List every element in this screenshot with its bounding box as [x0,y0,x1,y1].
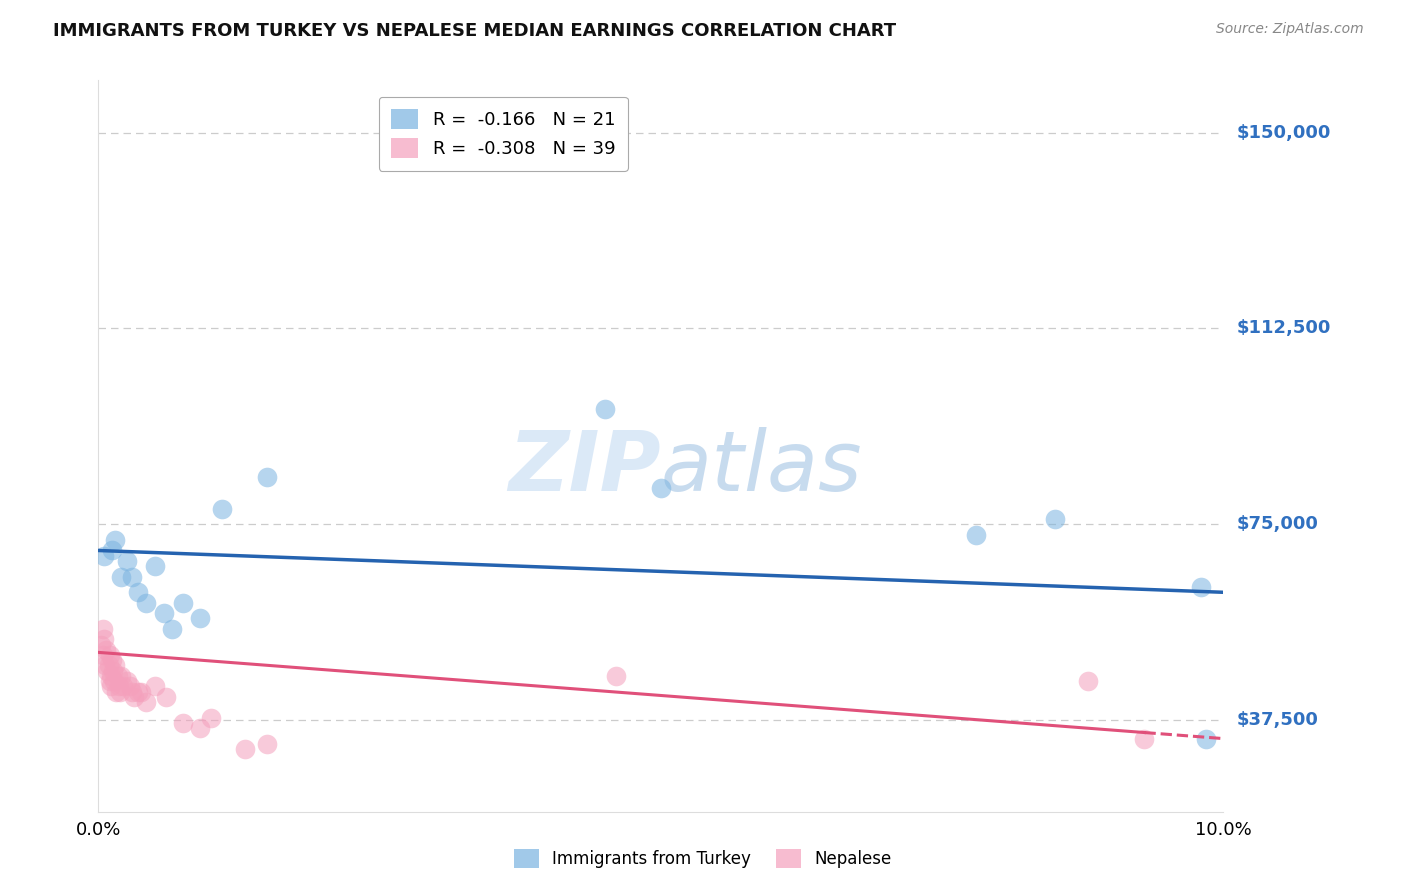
Point [172,715,194,730]
Text: $37,500: $37,500 [1237,711,1319,730]
Point [143,679,166,693]
Point [1195,731,1218,746]
Point [98,674,121,689]
Point [143,559,166,574]
Legend: R =  -0.166   N = 21, R =  -0.308   N = 39: R = -0.166 N = 21, R = -0.308 N = 39 [378,96,628,170]
Point [124,690,146,704]
Point [115,554,138,568]
Point [118,679,141,693]
Point [103,674,125,689]
Legend: Immigrants from Turkey, Nepalese: Immigrants from Turkey, Nepalese [508,843,898,875]
Point [121,569,143,583]
Point [121,684,143,698]
Point [91,648,114,662]
Point [96,642,118,657]
Point [135,695,157,709]
Point [107,669,129,683]
Point [91,622,114,636]
Point [100,679,122,693]
Text: $150,000: $150,000 [1237,123,1331,142]
Point [160,622,183,636]
Point [155,690,177,704]
Point [94,658,117,673]
Text: IMMIGRANTS FROM TURKEY VS NEPALESE MEDIAN EARNINGS CORRELATION CHART: IMMIGRANTS FROM TURKEY VS NEPALESE MEDIA… [53,22,897,40]
Point [127,684,149,698]
Point [256,470,278,484]
Point [1133,731,1156,746]
Point [97,658,120,673]
Point [1189,580,1212,594]
Point [200,711,222,725]
Point [1077,674,1099,689]
Point [129,684,152,698]
Point [110,569,132,583]
Point [188,721,211,735]
Point [101,664,124,678]
Point [108,684,131,698]
Point [1043,512,1066,526]
Point [98,648,121,662]
Point [127,585,149,599]
Text: atlas: atlas [661,427,862,508]
Point [104,658,127,673]
Point [112,679,135,693]
Point [172,596,194,610]
Point [93,549,115,563]
Text: Source: ZipAtlas.com: Source: ZipAtlas.com [1216,22,1364,37]
Point [152,606,174,620]
Point [211,501,233,516]
Text: $112,500: $112,500 [1237,319,1331,337]
Point [605,669,627,683]
Point [101,653,124,667]
Point [256,737,278,751]
Text: ZIP: ZIP [508,427,661,508]
Point [100,669,122,683]
Point [233,742,256,756]
Point [107,679,129,693]
Point [115,674,138,689]
Point [105,684,128,698]
Point [104,533,127,547]
Point [93,632,115,647]
Point [101,543,124,558]
Point [965,528,987,542]
Point [90,638,112,652]
Text: $75,000: $75,000 [1237,516,1319,533]
Point [135,596,157,610]
Point [96,664,118,678]
Point [593,402,616,417]
Point [188,611,211,625]
Point [110,669,132,683]
Point [650,481,672,495]
